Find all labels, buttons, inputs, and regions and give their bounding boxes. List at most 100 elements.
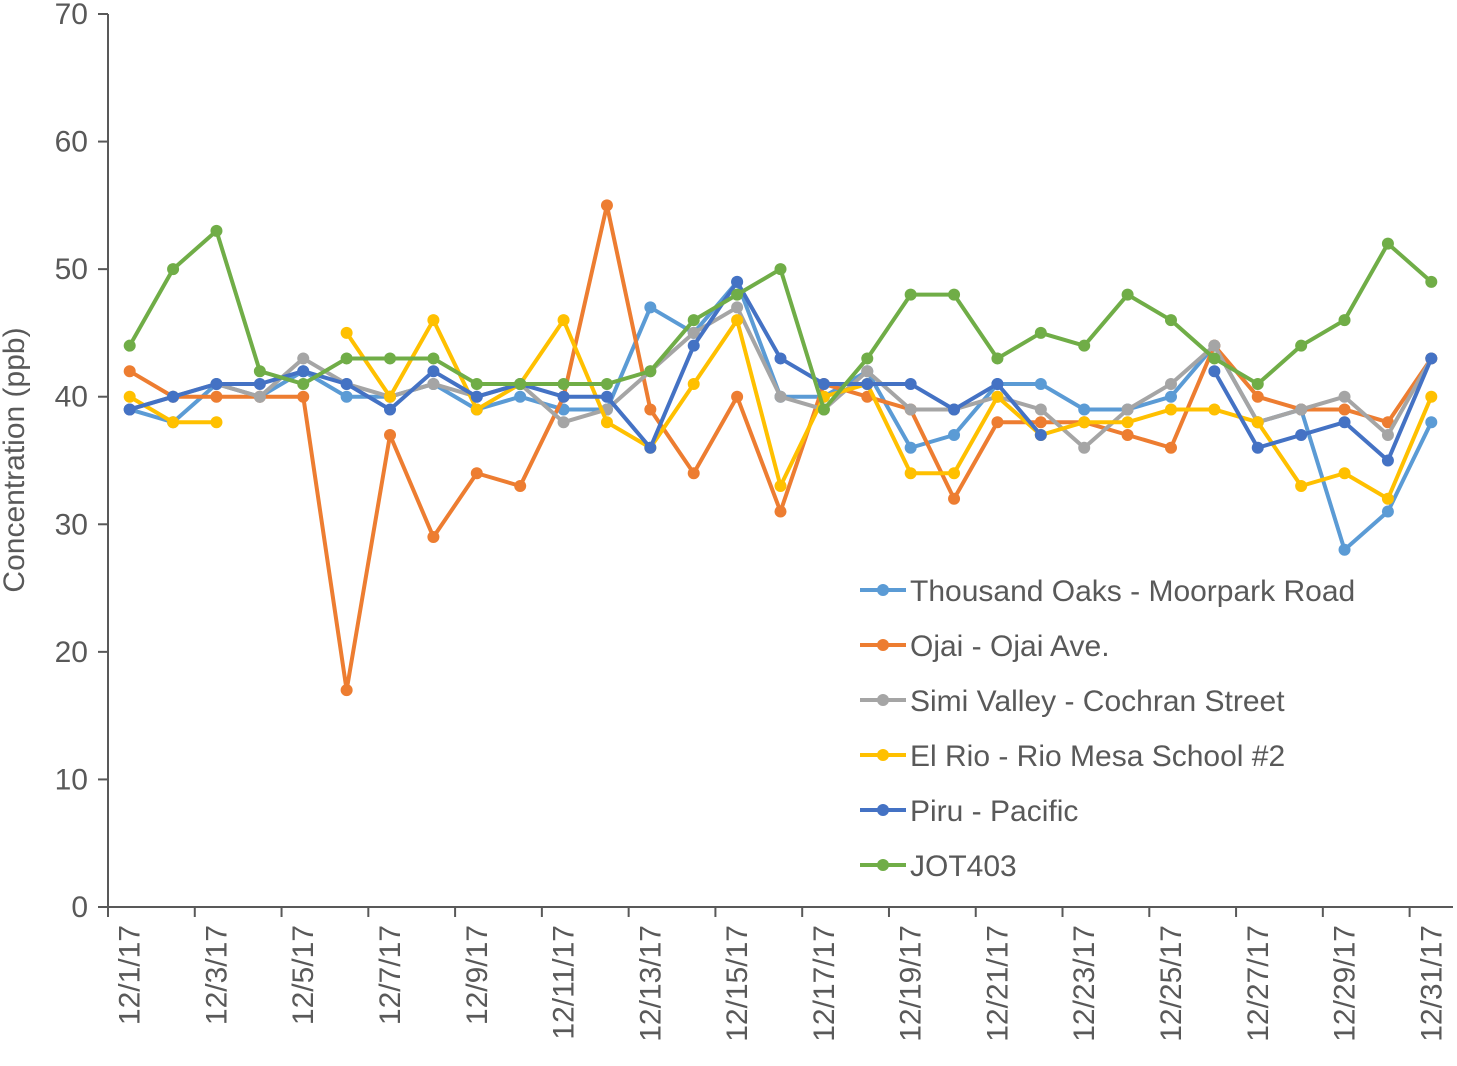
x-tick-label: 12/11/17 bbox=[548, 925, 581, 1040]
y-axis-title: Concentration (ppb) bbox=[0, 327, 31, 592]
data-point bbox=[384, 352, 397, 365]
data-point bbox=[1034, 326, 1047, 339]
data-point bbox=[948, 403, 961, 416]
data-point bbox=[1251, 416, 1264, 429]
legend-label: Thousand Oaks - Moorpark Road bbox=[910, 575, 1355, 608]
series-line bbox=[344, 318, 1434, 501]
data-point bbox=[1034, 416, 1047, 429]
x-tick-label: 12/19/17 bbox=[895, 925, 928, 1042]
data-point bbox=[1208, 403, 1221, 416]
data-point bbox=[1295, 339, 1308, 352]
data-point bbox=[1164, 377, 1177, 390]
data-point bbox=[1381, 454, 1394, 467]
series-line bbox=[1212, 357, 1434, 463]
series-3 bbox=[123, 314, 1438, 505]
data-point bbox=[253, 377, 266, 390]
data-point bbox=[1425, 352, 1438, 365]
series-line bbox=[128, 203, 1433, 693]
data-point bbox=[427, 314, 440, 327]
x-tick-label: 12/7/17 bbox=[374, 925, 407, 1025]
x-tick-label: 12/13/17 bbox=[634, 925, 667, 1042]
data-point bbox=[644, 403, 657, 416]
data-point bbox=[600, 416, 613, 429]
data-point bbox=[1425, 390, 1438, 403]
data-point bbox=[297, 352, 310, 365]
data-point bbox=[1164, 403, 1177, 416]
data-point bbox=[1164, 314, 1177, 327]
data-point bbox=[991, 377, 1004, 390]
data-point bbox=[600, 377, 613, 390]
data-point bbox=[557, 314, 570, 327]
data-point bbox=[1338, 416, 1351, 429]
legend-swatch-marker bbox=[877, 694, 889, 706]
data-point bbox=[687, 467, 700, 480]
legend-label: Simi Valley - Cochran Street bbox=[910, 685, 1285, 718]
data-point bbox=[470, 403, 483, 416]
data-point bbox=[297, 365, 310, 378]
data-point bbox=[1381, 492, 1394, 505]
data-point bbox=[774, 480, 787, 493]
legend-swatch-marker bbox=[877, 749, 889, 761]
data-point bbox=[1121, 428, 1134, 441]
data-point bbox=[1208, 365, 1221, 378]
data-point bbox=[514, 377, 527, 390]
data-point bbox=[991, 352, 1004, 365]
data-point bbox=[167, 390, 180, 403]
data-point bbox=[514, 480, 527, 493]
legend-label: JOT403 bbox=[910, 850, 1017, 883]
data-point bbox=[427, 531, 440, 544]
data-point bbox=[514, 390, 527, 403]
axes: 0 10 20 30 40 50 60 70 12/1/17 12/3/17 12/5/17 12/7… bbox=[55, 0, 1453, 1042]
data-point bbox=[1338, 314, 1351, 327]
legend-item: JOT403 bbox=[860, 850, 1017, 883]
legend-swatch-marker bbox=[877, 859, 889, 871]
data-point bbox=[948, 492, 961, 505]
data-point bbox=[731, 288, 744, 301]
data-point bbox=[167, 416, 180, 429]
data-point bbox=[557, 390, 570, 403]
legend-label: Piru - Pacific bbox=[910, 795, 1078, 828]
data-point bbox=[470, 390, 483, 403]
data-point bbox=[210, 390, 223, 403]
data-point bbox=[1338, 543, 1351, 556]
data-point bbox=[1381, 505, 1394, 518]
data-point bbox=[470, 467, 483, 480]
data-point bbox=[210, 224, 223, 237]
data-point bbox=[1078, 441, 1091, 454]
data-point bbox=[1251, 390, 1264, 403]
data-point bbox=[123, 339, 136, 352]
data-point bbox=[1338, 467, 1351, 480]
data-point bbox=[297, 377, 310, 390]
legend-item: Simi Valley - Cochran Street bbox=[860, 685, 1285, 718]
data-point bbox=[774, 352, 787, 365]
data-point bbox=[687, 339, 700, 352]
data-point bbox=[991, 416, 1004, 429]
data-point bbox=[600, 390, 613, 403]
legend-swatch-marker bbox=[877, 639, 889, 651]
data-point bbox=[904, 288, 917, 301]
data-point bbox=[774, 263, 787, 276]
data-point bbox=[904, 441, 917, 454]
x-tick-label: 12/1/17 bbox=[114, 925, 147, 1025]
data-point bbox=[731, 275, 744, 288]
legend-swatch-marker bbox=[877, 584, 889, 596]
x-tick-label: 12/21/17 bbox=[981, 925, 1014, 1042]
data-point bbox=[991, 390, 1004, 403]
data-point bbox=[687, 377, 700, 390]
data-point bbox=[340, 390, 353, 403]
y-tick-label: 40 bbox=[55, 381, 88, 414]
data-point bbox=[210, 377, 223, 390]
y-tick-label: 30 bbox=[55, 508, 88, 541]
data-point bbox=[1034, 403, 1047, 416]
x-tick-label: 12/27/17 bbox=[1242, 925, 1275, 1042]
data-point bbox=[861, 352, 874, 365]
data-point bbox=[948, 288, 961, 301]
y-tick-label: 70 bbox=[55, 0, 88, 31]
data-point bbox=[1208, 339, 1221, 352]
series-5 bbox=[123, 224, 1438, 416]
x-tick-label: 12/17/17 bbox=[808, 925, 841, 1042]
data-point bbox=[427, 365, 440, 378]
data-point bbox=[904, 403, 917, 416]
